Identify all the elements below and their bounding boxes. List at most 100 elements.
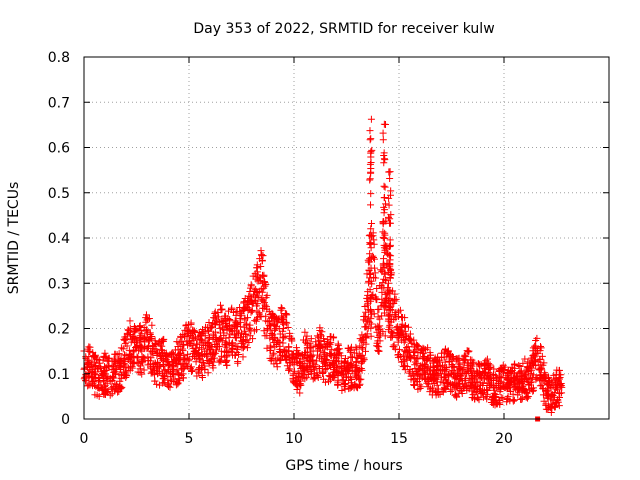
data-point xyxy=(201,365,209,373)
data-point xyxy=(247,282,255,290)
data-point xyxy=(235,329,243,337)
data-point xyxy=(341,380,349,388)
data-point xyxy=(208,323,216,331)
data-point xyxy=(528,378,536,386)
data-point xyxy=(180,340,188,348)
data-point xyxy=(245,325,253,333)
data-point xyxy=(270,320,278,328)
data-point xyxy=(503,382,511,390)
data-point xyxy=(496,388,504,396)
data-point xyxy=(432,389,440,397)
data-point xyxy=(366,231,374,239)
data-point xyxy=(368,310,376,318)
data-point xyxy=(366,127,374,135)
data-point xyxy=(373,284,381,292)
data-point xyxy=(211,354,219,362)
data-point xyxy=(495,377,503,385)
data-point xyxy=(219,325,227,333)
data-point xyxy=(233,349,241,357)
data-point xyxy=(244,314,252,322)
data-point xyxy=(509,397,517,405)
data-point xyxy=(548,390,556,398)
data-point xyxy=(386,219,394,227)
data-point xyxy=(317,343,325,351)
data-point xyxy=(187,340,195,348)
data-point xyxy=(465,347,473,355)
data-point xyxy=(516,362,524,370)
data-point xyxy=(381,206,389,214)
data-point xyxy=(367,115,375,123)
data-point xyxy=(367,307,375,315)
data-point xyxy=(529,386,537,394)
data-point xyxy=(266,342,274,350)
data-point xyxy=(222,322,230,330)
data-point xyxy=(413,359,421,367)
data-point xyxy=(367,201,375,209)
data-point xyxy=(147,354,155,362)
data-point xyxy=(555,402,563,410)
data-point xyxy=(416,384,424,392)
data-point xyxy=(177,334,185,342)
data-point xyxy=(212,346,220,354)
data-point xyxy=(367,294,375,302)
data-point xyxy=(261,282,269,290)
data-point xyxy=(126,317,134,325)
data-point xyxy=(517,395,525,403)
y-tick-label: 0.7 xyxy=(48,95,70,111)
data-point xyxy=(367,153,375,161)
data-point xyxy=(512,372,520,380)
data-point xyxy=(523,388,531,396)
data-point xyxy=(202,323,210,331)
data-point xyxy=(151,337,159,345)
data-point xyxy=(328,345,336,353)
data-point xyxy=(374,346,382,354)
data-point xyxy=(381,183,389,191)
data-point xyxy=(95,392,103,400)
data-point xyxy=(260,299,268,307)
data-point xyxy=(460,352,468,360)
data-point xyxy=(226,316,234,324)
data-point xyxy=(185,357,193,365)
data-point xyxy=(257,263,265,271)
data-point xyxy=(386,174,394,182)
data-point xyxy=(490,392,498,400)
data-point xyxy=(365,258,373,266)
data-point xyxy=(449,371,457,379)
data-point xyxy=(198,372,206,380)
x-tick-label: 5 xyxy=(185,431,194,447)
data-point xyxy=(433,366,441,374)
data-point xyxy=(385,323,393,331)
data-point xyxy=(524,394,532,402)
data-point xyxy=(380,182,388,190)
data-point xyxy=(416,372,424,380)
data-point xyxy=(460,382,468,390)
data-point xyxy=(297,381,305,389)
data-point xyxy=(401,314,409,322)
data-point xyxy=(170,362,178,370)
data-point xyxy=(446,370,454,378)
data-point xyxy=(491,372,499,380)
data-point xyxy=(406,353,414,361)
data-point xyxy=(379,220,387,228)
data-point xyxy=(448,357,456,365)
data-point xyxy=(280,348,288,356)
data-point xyxy=(115,350,123,358)
data-point xyxy=(556,390,564,398)
data-point xyxy=(381,269,389,277)
data-point xyxy=(332,347,340,355)
data-point xyxy=(265,317,273,325)
data-point xyxy=(549,382,557,390)
data-point xyxy=(378,295,386,303)
data-point xyxy=(267,344,275,352)
data-point xyxy=(453,356,461,364)
data-point xyxy=(274,317,282,325)
data-point xyxy=(306,358,314,366)
data-point xyxy=(553,398,561,406)
data-point xyxy=(511,383,519,391)
data-point xyxy=(423,379,431,387)
data-point xyxy=(330,333,338,341)
data-point xyxy=(449,366,457,374)
data-point xyxy=(243,344,251,352)
data-point xyxy=(230,331,238,339)
data-point xyxy=(411,358,419,366)
